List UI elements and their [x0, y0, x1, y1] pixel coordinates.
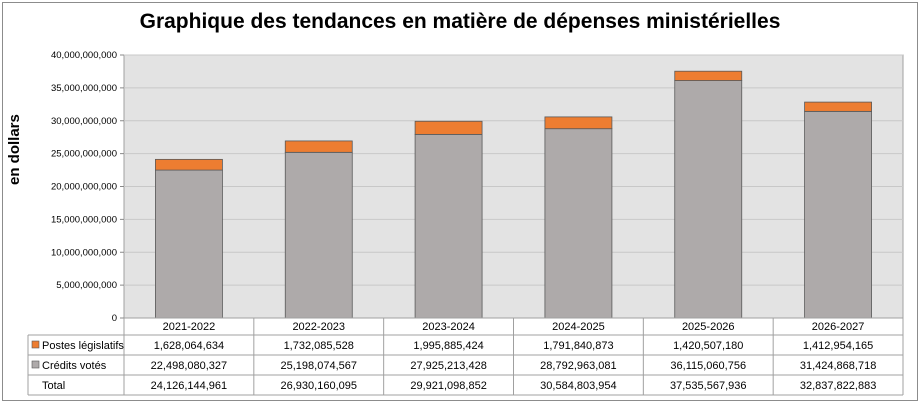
x-tick-label: 2021-2022	[163, 321, 216, 333]
y-tick-label: 0	[112, 313, 117, 324]
data-label: 32,837,822,883	[800, 380, 876, 392]
data-label: 28,792,963,081	[540, 360, 616, 372]
bar-credits-votes	[414, 133, 483, 319]
data-label: 1,732,085,528	[284, 340, 354, 352]
bar-credits-votes	[155, 169, 223, 319]
bar-postes-legislatifs	[544, 116, 613, 130]
bar-credits-votes	[284, 151, 353, 319]
data-label: 37,535,567,936	[670, 380, 746, 392]
y-tick-label: 20,000,000,000	[51, 182, 117, 193]
bar-credits-votes	[804, 110, 872, 319]
data-label: 1,995,885,424	[413, 340, 483, 352]
data-label: 1,791,840,873	[543, 340, 613, 352]
chart-title: Graphique des tendances en matière de dé…	[139, 10, 781, 33]
bar-postes-legislatifs	[414, 120, 483, 135]
y-tick-label: 10,000,000,000	[51, 247, 117, 258]
bar-postes-legislatifs	[284, 140, 353, 153]
y-tick-label: 35,000,000,000	[51, 83, 117, 94]
data-label: 27,925,213,428	[410, 360, 486, 372]
legend-label: Postes législatifs	[42, 340, 124, 352]
y-tick-label: 40,000,000,000	[51, 50, 117, 61]
data-label: 30,584,803,954	[540, 380, 616, 392]
data-label: 36,115,060,756	[670, 360, 746, 372]
data-label: 24,126,144,961	[151, 380, 227, 392]
data-label: 1,412,954,165	[803, 340, 873, 352]
x-tick-label: 2022-2023	[292, 321, 345, 333]
y-tick-label: 15,000,000,000	[51, 214, 117, 225]
legend-key	[31, 360, 40, 369]
data-label: 29,921,098,852	[410, 380, 486, 392]
y-tick-label: 25,000,000,000	[51, 149, 117, 160]
bar-credits-votes	[544, 128, 613, 319]
bar-credits-votes	[674, 80, 743, 319]
legend-key	[31, 340, 40, 349]
bar-postes-legislatifs	[804, 101, 872, 112]
x-tick-label: 2024-2025	[552, 321, 605, 333]
data-label: 22,498,080,327	[151, 360, 227, 372]
data-label: 25,198,074,567	[281, 360, 357, 372]
bar-postes-legislatifs	[674, 70, 743, 81]
data-label: 1,420,507,180	[673, 340, 743, 352]
data-label: 31,424,868,718	[800, 360, 876, 372]
x-tick-label: 2026-2027	[812, 321, 865, 333]
data-label: 26,930,160,095	[281, 380, 357, 392]
y-tick-label: 5,000,000,000	[56, 280, 117, 291]
x-tick-label: 2025-2026	[682, 321, 735, 333]
legend-label: Crédits votés	[42, 360, 107, 372]
legend-label: Total	[42, 380, 65, 392]
y-tick-label: 30,000,000,000	[51, 116, 117, 127]
x-tick-label: 2023-2024	[422, 321, 475, 333]
data-label: 1,628,064,634	[154, 340, 224, 352]
bar-postes-legislatifs	[155, 158, 223, 171]
